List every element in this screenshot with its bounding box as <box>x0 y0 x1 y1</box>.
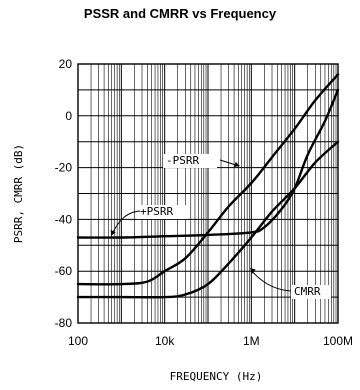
y-tick-label: 20 <box>59 57 73 71</box>
minus-psrr-label: -PSRR <box>166 154 199 167</box>
chart-title: PSSR and CMRR vs Frequency <box>84 6 277 21</box>
annotation-background <box>163 154 217 168</box>
y-tick-label: -40 <box>55 212 73 226</box>
y-axis-label: PSRR, CMRR (dB) <box>12 144 25 243</box>
x-tick-label: 100M <box>323 334 353 348</box>
y-tick-label: -60 <box>55 264 73 278</box>
annotation-leader <box>250 269 292 292</box>
annotations: -PSRR +PSRR CMRR <box>110 154 331 299</box>
arrowhead <box>250 268 256 274</box>
curves <box>76 73 340 299</box>
annotation-background <box>137 205 187 219</box>
y-tick-label: -80 <box>55 316 73 330</box>
x-tick-label: 10k <box>155 334 175 348</box>
y-tick-label: 0 <box>65 109 72 123</box>
arrowhead <box>234 161 240 168</box>
cmrr-label: CMRR <box>294 285 321 298</box>
plot-frame <box>77 63 339 324</box>
arrowhead <box>110 230 116 236</box>
x-tick-label: 1M <box>243 334 260 348</box>
x-tick-labels: 100 10k 1M 100M <box>68 334 353 348</box>
plus-psrr-label: +PSRR <box>140 205 173 218</box>
y-tick-label: -20 <box>55 161 73 175</box>
annotation-leader <box>111 210 141 235</box>
cmrr-line <box>76 140 340 299</box>
minus-psrr-line <box>76 73 340 286</box>
y-tick-labels: -80 -60 -40 -20 0 20 <box>55 57 73 330</box>
plus-psrr-line <box>76 88 340 239</box>
x-axis-label: FREQUENCY (Hz) <box>170 370 263 383</box>
annotation-background <box>291 285 331 299</box>
x-tick-label: 100 <box>68 334 88 348</box>
